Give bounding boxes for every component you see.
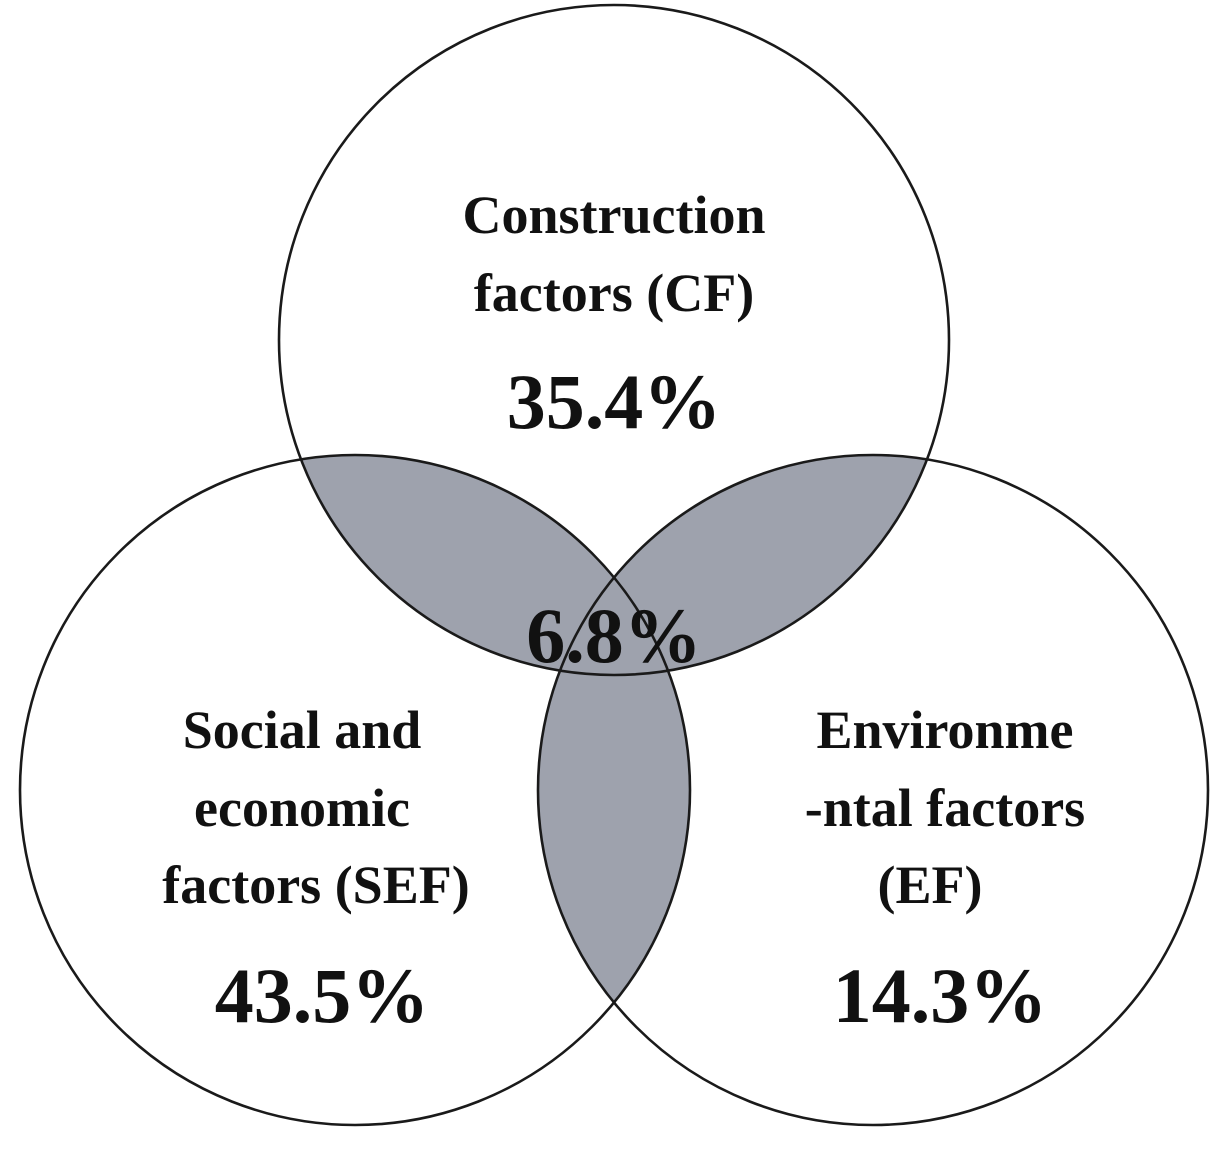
overlap-regions xyxy=(279,455,949,1125)
cf-name-line-1: Construction xyxy=(462,185,765,245)
sef-name-line-2: economic xyxy=(194,778,410,838)
sef-name-line-1: Social and xyxy=(183,700,422,760)
set-label-sef: Social and economic factors (SEF) 43.5% xyxy=(162,700,469,1039)
ef-name-line-3: (EF) xyxy=(878,855,983,915)
intersection-value: 6.8% xyxy=(526,592,702,679)
cf-value: 35.4% xyxy=(507,358,722,445)
cf-name-line-2: factors (CF) xyxy=(474,263,754,323)
overlap-cf-ef xyxy=(538,455,949,675)
ef-value: 14.3% xyxy=(833,952,1048,1039)
circle-sef xyxy=(18,453,692,1127)
ef-name-line-1: Environme xyxy=(816,700,1073,760)
circle-ef xyxy=(536,453,1210,1127)
set-label-cf: Construction factors (CF) 35.4% xyxy=(462,185,765,445)
set-label-ef: Environme -ntal factors (EF) 14.3% xyxy=(805,700,1085,1039)
overlap-cf-sef xyxy=(279,455,690,675)
circle-cf xyxy=(277,3,951,677)
sef-value: 43.5% xyxy=(215,952,430,1039)
ef-name-line-2: -ntal factors xyxy=(805,778,1085,838)
sef-name-line-3: factors (SEF) xyxy=(162,855,469,915)
